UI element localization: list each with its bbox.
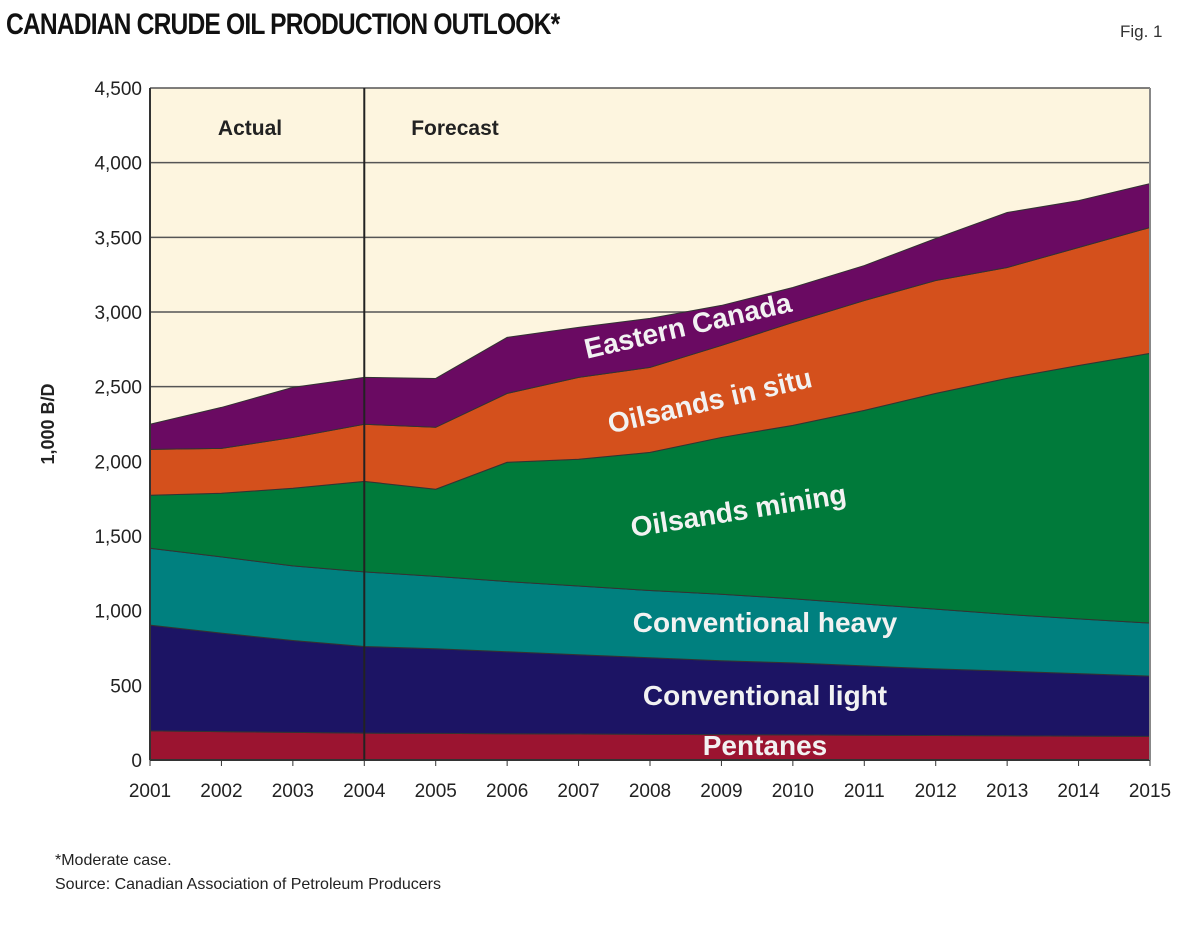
x-tick-label: 2012 xyxy=(915,781,957,802)
chart-title: CANADIAN CRUDE OIL PRODUCTION OUTLOOK* xyxy=(6,8,560,41)
y-tick-label: 4,000 xyxy=(94,154,142,175)
x-tick-label: 2008 xyxy=(629,781,671,802)
y-tick-label: 4,500 xyxy=(94,79,142,100)
series-label: Pentanes xyxy=(703,730,828,761)
y-tick-label: 0 xyxy=(131,751,142,772)
series-label: Conventional light xyxy=(643,680,887,711)
x-tick-label: 2003 xyxy=(272,781,314,802)
y-tick-label: 3,500 xyxy=(94,228,142,249)
annotation-forecast: Forecast xyxy=(411,117,499,140)
footnote-source: Source: Canadian Association of Petroleu… xyxy=(55,876,441,893)
y-tick-label: 2,000 xyxy=(94,452,142,473)
series-label: Conventional heavy xyxy=(633,607,898,638)
x-tick-label: 2014 xyxy=(1057,781,1100,802)
x-tick-label: 2005 xyxy=(415,781,457,802)
x-tick-label: 2004 xyxy=(343,781,386,802)
x-tick-label: 2002 xyxy=(200,781,242,802)
y-tick-label: 1,000 xyxy=(94,602,142,623)
y-axis-label: 1,000 B/D xyxy=(38,383,58,464)
x-tick-label: 2010 xyxy=(772,781,814,802)
y-tick-label: 1,500 xyxy=(94,527,142,548)
x-tick-label: 2001 xyxy=(129,781,171,802)
x-tick-label: 2011 xyxy=(844,781,885,802)
annotation-actual: Actual xyxy=(218,117,282,140)
x-tick-label: 2013 xyxy=(986,781,1028,802)
y-tick-label: 3,000 xyxy=(94,303,142,324)
figure-label: Fig. 1 xyxy=(1120,22,1163,41)
x-tick-label: 2009 xyxy=(700,781,742,802)
y-tick-label: 2,500 xyxy=(94,378,142,399)
x-tick-label: 2015 xyxy=(1129,781,1171,802)
y-tick-label: 500 xyxy=(110,676,142,697)
x-tick-label: 2006 xyxy=(486,781,528,802)
footnote-case: *Moderate case. xyxy=(55,852,172,869)
x-tick-label: 2007 xyxy=(557,781,599,802)
